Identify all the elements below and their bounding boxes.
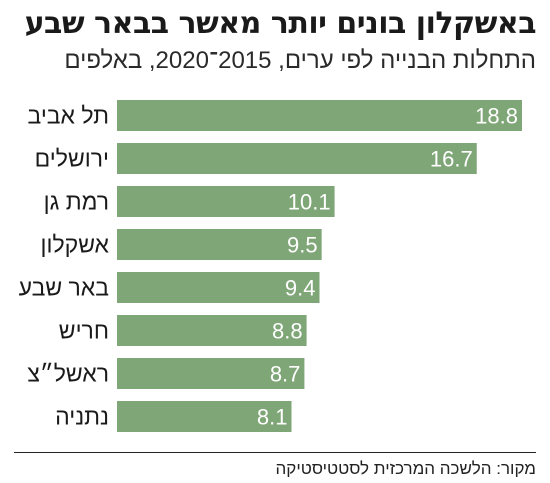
data-label: 9.5 xyxy=(287,233,318,258)
bar xyxy=(117,358,305,389)
category-label: נתניה xyxy=(55,404,109,430)
category-label: חריש xyxy=(59,318,109,344)
bar xyxy=(117,100,522,131)
chart-title: באשקלון בונים יותר מאשר בבאר שבע xyxy=(24,6,537,41)
category-label: תל אביב xyxy=(28,103,109,129)
bar-chart: 18.8 תל אביב 16.7 ירושלים 10.1 רמת גן 9.5 אשקלו… xyxy=(19,100,522,432)
category-label: ירושלים xyxy=(35,146,109,172)
data-label: 16.7 xyxy=(430,147,473,172)
data-label: 8.1 xyxy=(257,405,288,430)
category-label: באר שבע xyxy=(19,275,109,301)
data-label: 8.7 xyxy=(270,362,301,387)
data-label: 10.1 xyxy=(288,190,331,215)
chart-subtitle: התחלות הבנייה לפי ערים, 2015־2020, באלפי… xyxy=(64,47,536,74)
bar xyxy=(117,315,307,346)
footer-divider xyxy=(14,452,536,453)
category-label: ראשל״צ xyxy=(27,361,109,387)
data-label: 9.4 xyxy=(285,276,316,301)
bar xyxy=(117,272,320,303)
category-label: אשקלון xyxy=(41,232,110,258)
source-note: מקור: הלשכה המרכזית לסטטיסטיקה xyxy=(275,459,536,478)
bar xyxy=(117,401,292,432)
data-label: 8.8 xyxy=(272,319,303,344)
bar xyxy=(117,143,477,174)
category-label: רמת גן xyxy=(44,189,109,215)
bar xyxy=(117,229,322,260)
data-label: 18.8 xyxy=(475,104,518,129)
bar xyxy=(117,186,335,217)
